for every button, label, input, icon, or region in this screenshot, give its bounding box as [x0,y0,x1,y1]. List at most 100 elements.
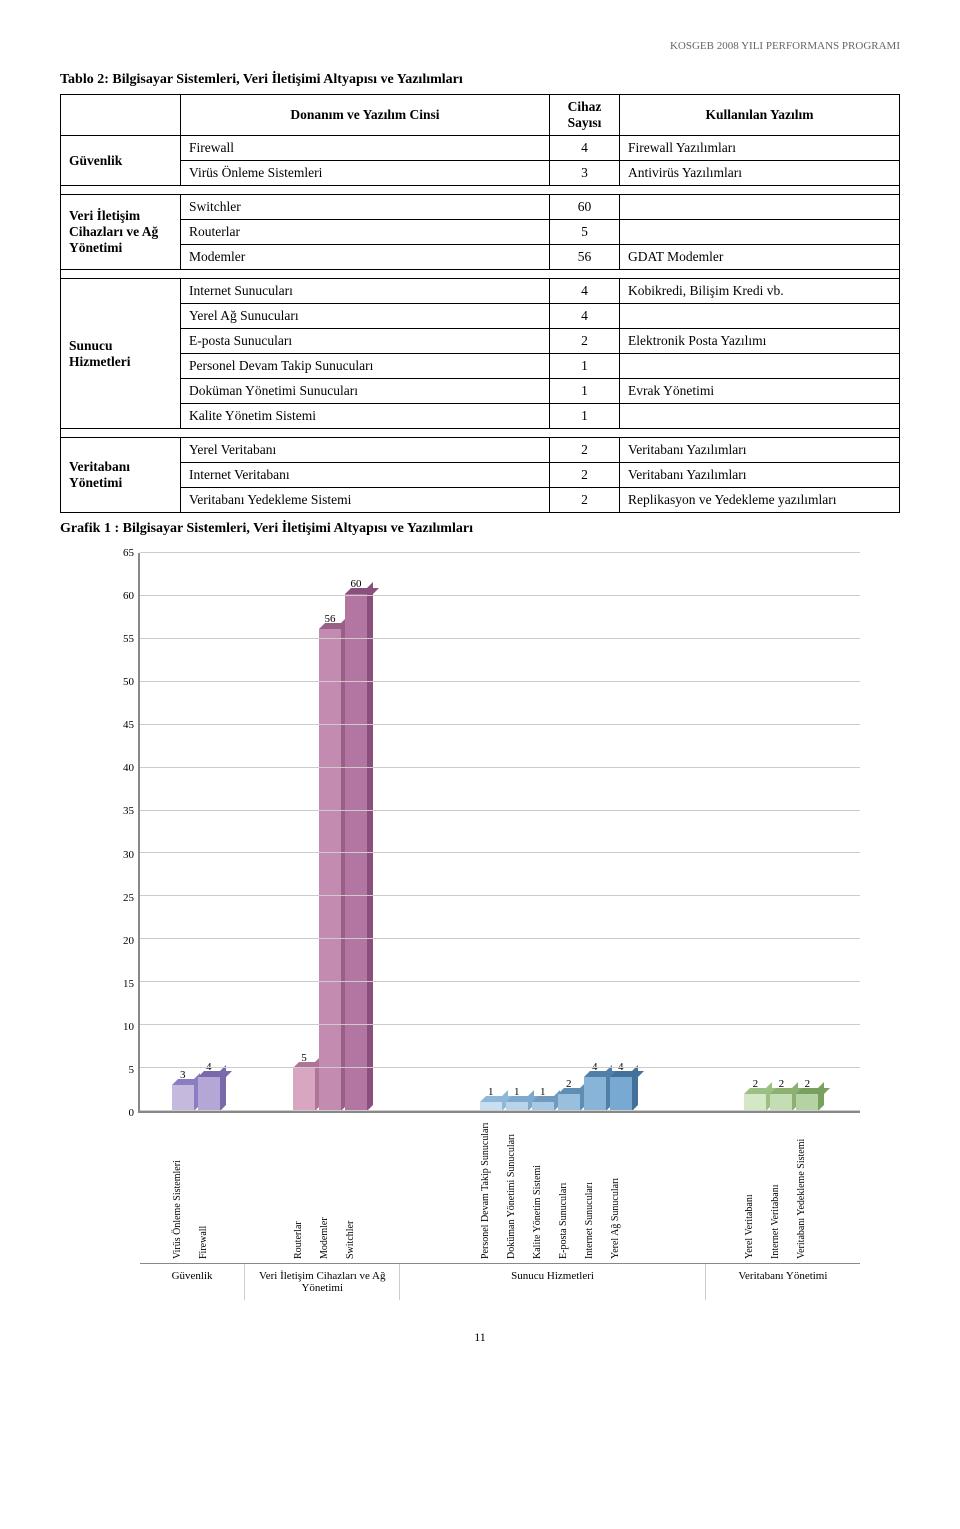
bar-column: 3 [172,1069,194,1111]
count-cell: 4 [550,279,620,304]
y-tick: 10 [123,1021,134,1033]
table-row: E-posta Sunucuları2Elektronik Posta Yazı… [61,329,900,354]
table-row: Yerel Ağ Sunucuları4 [61,304,900,329]
y-tick: 40 [123,762,134,774]
count-cell: 2 [550,329,620,354]
category-cell: Veri İletişim Cihazları ve Ağ Yönetimi [61,195,181,270]
software-cell: Evrak Yönetimi [620,379,900,404]
y-tick: 0 [129,1107,135,1119]
name-cell: Internet Veritabanı [181,463,550,488]
count-cell: 4 [550,304,620,329]
bar [796,1094,818,1111]
chart-title: Grafik 1 : Bilgisayar Sistemleri, Veri İ… [60,521,900,537]
gridline [140,1110,860,1111]
gridline [140,724,860,725]
x-label: Kalite Yönetim Sistemi [532,1113,554,1263]
bar [584,1077,606,1111]
y-tick: 35 [123,805,134,817]
bar-column: 60 [345,578,367,1111]
bar [319,629,341,1111]
y-tick: 15 [123,978,134,990]
gridline [140,1024,860,1025]
x-label-group: RouterlarModemlerSwitchler [251,1113,408,1263]
bar [558,1094,580,1111]
software-cell [620,195,900,220]
name-cell: Personel Devam Takip Sunucuları [181,354,550,379]
name-cell: Internet Sunucuları [181,279,550,304]
x-label: Modemler [319,1113,341,1263]
gridline [140,552,860,553]
col-name: Donanım ve Yazılım Cinsi [181,95,550,136]
category-labels: GüvenlikVeri İletişim Cihazları ve Ağ Yö… [140,1263,860,1300]
name-cell: Yerel Ağ Sunucuları [181,304,550,329]
software-cell: Veritabanı Yazılımları [620,463,900,488]
software-cell: Kobikredi, Bilişim Kredi vb. [620,279,900,304]
name-cell: E-posta Sunucuları [181,329,550,354]
table-row: GüvenlikFirewall4Firewall Yazılımları [61,136,900,161]
bar-column: 5 [293,1052,315,1111]
count-cell: 1 [550,379,620,404]
software-cell: Antivirüs Yazılımları [620,161,900,186]
name-cell: Routerlar [181,220,550,245]
bar [610,1077,632,1111]
name-cell: Veritabanı Yedekleme Sistemi [181,488,550,513]
software-cell: Firewall Yazılımları [620,136,900,161]
x-label: Yerel Ağ Sunucuları [610,1113,632,1263]
x-label-group: Virüs Önleme SistemleriFirewall [140,1113,251,1263]
bar-column: 1 [506,1086,528,1111]
plot-area: 3455660111244222 [140,553,860,1113]
table-row: Modemler56GDAT Modemler [61,245,900,270]
gridline [140,638,860,639]
bar [198,1077,220,1111]
bar-column: 1 [532,1086,554,1111]
count-cell: 2 [550,488,620,513]
software-cell: Veritabanı Yazılımları [620,438,900,463]
x-label-group: Yerel VeritabanıInternet VeritabanıVerit… [703,1113,860,1263]
page-header: KOSGEB 2008 YILI PERFORMANS PROGRAMI [60,40,900,52]
x-label: Switchler [345,1113,367,1263]
y-tick: 20 [123,935,134,947]
count-cell: 3 [550,161,620,186]
bar [770,1094,792,1111]
x-label: Personel Devam Takip Sunucuları [480,1113,502,1263]
table-row: Personel Devam Takip Sunucuları1 [61,354,900,379]
bar-column: 4 [584,1061,606,1111]
x-labels: Virüs Önleme SistemleriFirewallRouterlar… [140,1113,860,1263]
y-tick: 55 [123,633,134,645]
table-row: Kalite Yönetim Sistemi1 [61,404,900,429]
x-label: E-posta Sunucuları [558,1113,580,1263]
table-row: Veritabanı YönetimiYerel Veritabanı2Veri… [61,438,900,463]
table-title: Tablo 2: Bilgisayar Sistemleri, Veri İle… [60,72,900,88]
count-cell: 60 [550,195,620,220]
category-cell: Veritabanı Yönetimi [61,438,181,513]
y-axis: 05101520253035404550556065 [100,553,140,1113]
bar [744,1094,766,1111]
software-cell: Replikasyon ve Yedekleme yazılımları [620,488,900,513]
gridline [140,810,860,811]
gridline [140,595,860,596]
y-tick: 65 [123,547,134,559]
software-cell [620,304,900,329]
bar [293,1068,315,1111]
count-cell: 1 [550,404,620,429]
bar [172,1085,194,1111]
table-row: Virüs Önleme Sistemleri3Antivirüs Yazılı… [61,161,900,186]
bar-column: 56 [319,613,341,1111]
col-blank [61,95,181,136]
name-cell: Modemler [181,245,550,270]
data-table: Donanım ve Yazılım Cinsi Cihaz Sayısı Ku… [60,94,900,513]
gridline [140,681,860,682]
y-tick: 45 [123,719,134,731]
chart: 05101520253035404550556065 3455660111244… [100,553,860,1300]
count-cell: 4 [550,136,620,161]
category-label: Sunucu Hizmetleri [400,1264,705,1300]
category-cell: Güvenlik [61,136,181,186]
name-cell: Yerel Veritabanı [181,438,550,463]
bar-column: 2 [770,1078,792,1111]
name-cell: Virüs Önleme Sistemleri [181,161,550,186]
count-cell: 1 [550,354,620,379]
x-label: Internet Veritabanı [770,1113,792,1263]
count-cell: 2 [550,463,620,488]
bar-column: 4 [198,1061,220,1111]
software-cell [620,404,900,429]
